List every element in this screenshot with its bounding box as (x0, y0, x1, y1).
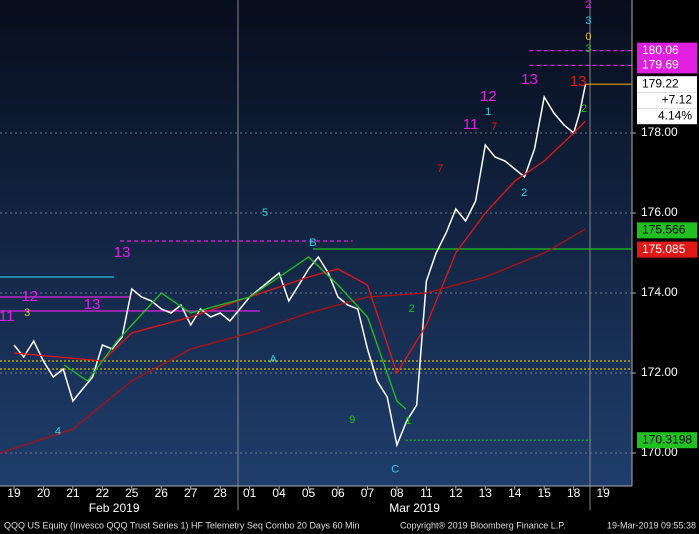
price-label: 170.3198 (642, 432, 692, 446)
x-tick-label: 12 (449, 486, 463, 500)
x-tick-label: 18 (567, 486, 581, 500)
sequence-count: 3 (585, 15, 591, 27)
x-tick-label: 19 (7, 486, 21, 500)
sequence-count: 2 (585, 0, 591, 11)
sequence-count: 13 (84, 296, 101, 313)
sequence-count: 3 (585, 43, 591, 55)
sequence-count: 7 (437, 163, 443, 175)
sequence-count: 1 (405, 415, 411, 427)
x-tick-label: 20 (37, 486, 51, 500)
sequence-count: A (270, 354, 278, 366)
sequence-count: 4 (55, 426, 61, 438)
sequence-count: 7 (491, 121, 497, 133)
series-line (13, 84, 587, 448)
sequence-count: 1 (485, 106, 491, 118)
y-tick-label: 176.00 (641, 205, 678, 219)
series-line (13, 120, 586, 375)
x-tick-label: 11 (420, 486, 433, 500)
sequence-count: 3 (24, 307, 30, 319)
x-tick-label: 28 (214, 486, 228, 500)
quote-box (637, 108, 697, 125)
sequence-count: 5 (262, 207, 268, 219)
sequence-count: 11 (0, 308, 14, 325)
sequence-count: 9 (349, 414, 355, 426)
price-label-box (637, 222, 697, 239)
x-tick-label: 05 (302, 486, 316, 500)
x-tick-label: 08 (390, 486, 404, 500)
x-tick-label: 25 (125, 486, 139, 500)
x-tick-label: 01 (243, 486, 257, 500)
sequence-count: 2 (581, 103, 587, 115)
quote-label: 4.14% (658, 108, 692, 122)
price-label-box (637, 432, 697, 449)
quote-box (637, 92, 697, 109)
price-label-box (637, 241, 697, 258)
sequence-count: 11 (463, 116, 479, 133)
timestamp: 19-Mar-2019 09:55:38 (607, 520, 696, 530)
price-label: 180.06 (642, 43, 679, 57)
month-label: Mar 2019 (389, 501, 440, 515)
y-tick-label: 178.00 (641, 125, 678, 139)
x-tick-label: 13 (479, 486, 493, 500)
price-label-box (637, 42, 697, 59)
sequence-count: C (391, 464, 399, 476)
x-tick-label: 26 (155, 486, 169, 500)
price-label: 175.566 (642, 223, 686, 237)
sequence-count: 12 (22, 288, 39, 305)
x-tick-label: 15 (538, 486, 552, 500)
copyright: Copyright® 2019 Bloomberg Finance L.P. (400, 520, 566, 530)
sequence-count: 12 (480, 88, 497, 105)
sequence-count: 13 (521, 71, 538, 88)
price-label: 179.69 (642, 58, 679, 72)
price-label-box (637, 76, 697, 93)
sequence-count: 2 (409, 303, 415, 315)
sequence-count: 13 (114, 244, 131, 261)
x-tick-label: 22 (96, 486, 110, 500)
y-tick-label: 174.00 (641, 285, 678, 299)
x-tick-label: 19 (596, 486, 610, 500)
sequence-count: 0 (585, 31, 591, 43)
plot-background (0, 0, 632, 486)
price-label: 175.085 (642, 242, 686, 256)
y-tick-label: 170.00 (641, 445, 678, 459)
month-label: Feb 2019 (89, 501, 140, 515)
y-tick-label: 172.00 (641, 365, 678, 379)
sequence-count: 13 (570, 73, 587, 90)
quote-label: +7.12 (662, 92, 693, 106)
series-line (63, 256, 407, 410)
x-tick-label: 07 (361, 486, 375, 500)
x-tick-label: 04 (272, 486, 286, 500)
footer-title: QQQ US Equity (Invesco QQQ Trust Series … (4, 520, 359, 530)
x-tick-label: 21 (66, 486, 80, 500)
x-tick-label: 06 (331, 486, 345, 500)
x-tick-label: 27 (184, 486, 198, 500)
price-label: 179.22 (642, 76, 679, 90)
sequence-count: 2 (521, 187, 527, 199)
price-label-box (637, 57, 697, 74)
series-line (0, 228, 586, 454)
sequence-count: B (309, 237, 316, 249)
x-tick-label: 14 (508, 486, 522, 500)
